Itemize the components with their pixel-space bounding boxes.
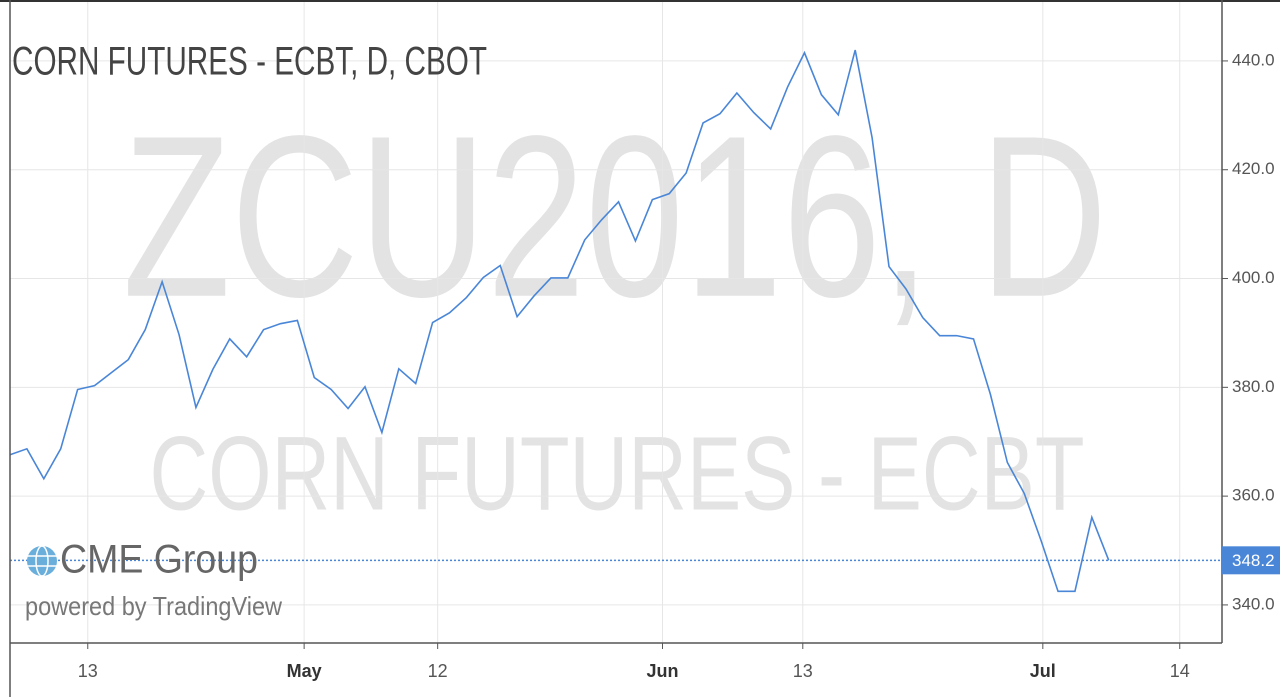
chart-title: CORN FUTURES - ECBT, D, CBOT (12, 40, 487, 84)
last-price-tag (1222, 546, 1280, 575)
grid (10, 0, 1222, 643)
x-tick-label: 13 (78, 661, 98, 681)
x-tick-label: 14 (1170, 661, 1190, 681)
last-price-label: 348.2 (1232, 551, 1275, 570)
logo-text: CME Group (60, 538, 258, 582)
price-line (9, 49, 1110, 593)
x-tick-label: 12 (428, 661, 448, 681)
watermark: ZCU2016, D (123, 88, 1108, 345)
y-tick-label: 340.0 (1232, 594, 1275, 613)
y-tick-label: 380.0 (1232, 377, 1275, 396)
x-tick-label: Jul (1030, 661, 1056, 681)
x-tick-label: May (287, 661, 322, 681)
credit: powered by TradingView (25, 591, 282, 621)
marks (9, 49, 1222, 593)
x-tick-label: Jun (646, 661, 678, 681)
logo-icon (27, 545, 57, 577)
y-tick-label: 420.0 (1232, 159, 1275, 178)
x-tick-label: 13 (793, 661, 813, 681)
y-tick-label: 400.0 (1232, 268, 1275, 287)
watermark-subtitle: CORN FUTURES - ECBT (150, 416, 1085, 533)
axes: 340.0 360.0 380.0 400.0 420.0 440.0 13 May 12 Jun… (78, 50, 1280, 681)
y-tick-label: 440.0 (1232, 50, 1275, 69)
y-tick-label: 360.0 (1232, 486, 1275, 505)
